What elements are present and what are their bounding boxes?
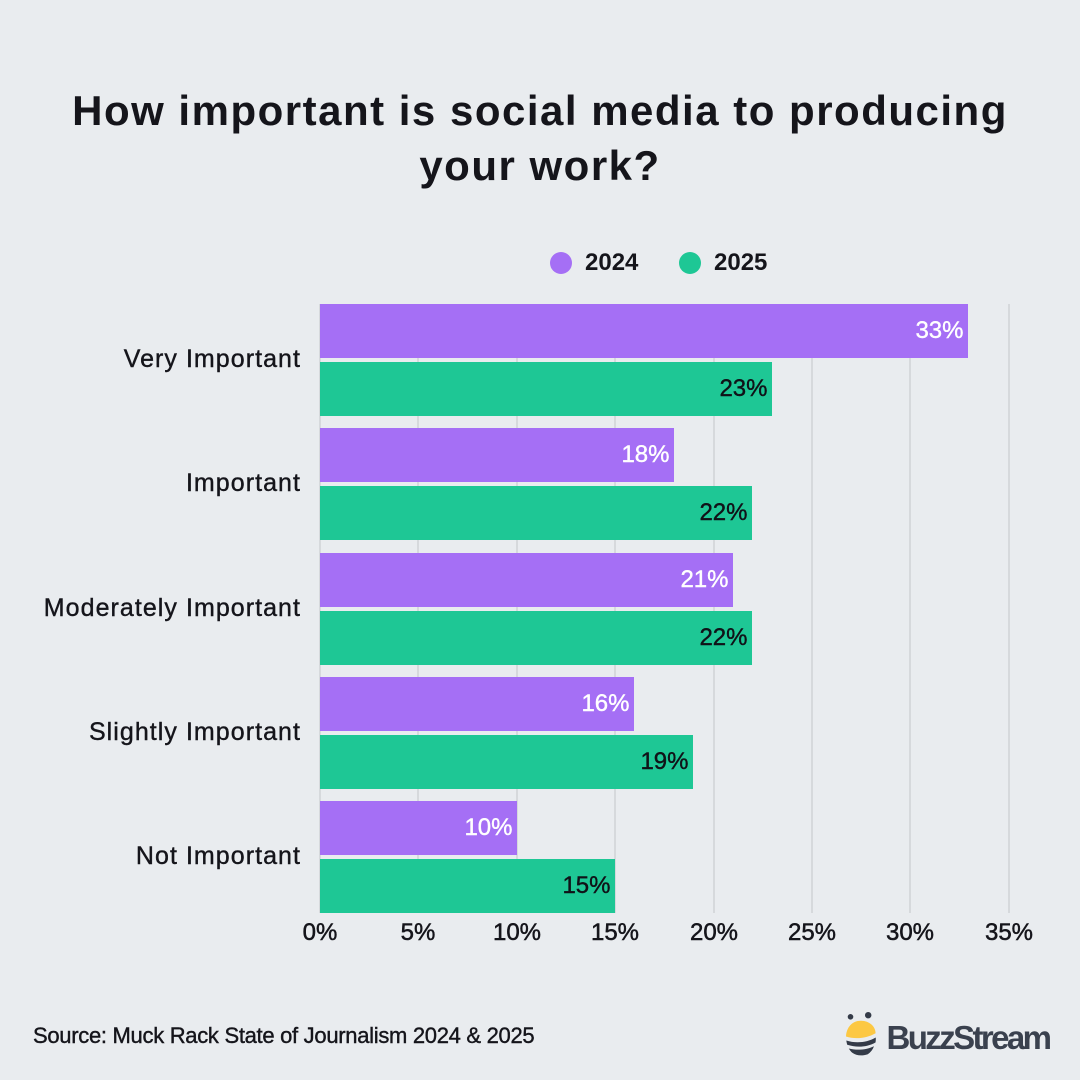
svg-text:BuzzStream: BuzzStream bbox=[887, 1019, 1051, 1056]
